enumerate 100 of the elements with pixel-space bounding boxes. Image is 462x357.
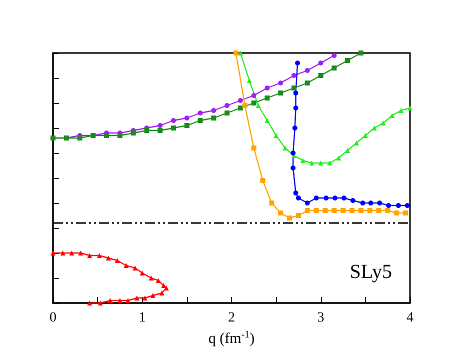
point bbox=[132, 266, 138, 270]
point bbox=[144, 128, 150, 133]
point bbox=[264, 118, 270, 123]
point bbox=[198, 118, 203, 123]
point bbox=[60, 250, 66, 256]
point bbox=[98, 300, 103, 306]
point bbox=[159, 290, 164, 296]
point bbox=[394, 210, 400, 216]
point bbox=[148, 276, 154, 280]
point bbox=[87, 253, 92, 258]
point bbox=[117, 133, 122, 138]
point bbox=[251, 146, 256, 150]
point bbox=[296, 213, 301, 218]
x-tick-label: 1 bbox=[138, 310, 146, 326]
point bbox=[290, 166, 296, 170]
point bbox=[108, 298, 113, 303]
point bbox=[403, 210, 408, 216]
point bbox=[134, 296, 140, 300]
point bbox=[224, 110, 230, 116]
point bbox=[278, 80, 284, 86]
point bbox=[341, 196, 346, 200]
point bbox=[336, 156, 342, 160]
point bbox=[106, 256, 111, 260]
point bbox=[117, 298, 122, 303]
point bbox=[291, 86, 296, 90]
point bbox=[318, 60, 324, 66]
point bbox=[238, 98, 243, 103]
point bbox=[78, 250, 84, 256]
point bbox=[184, 123, 190, 128]
point bbox=[304, 80, 310, 86]
point bbox=[293, 106, 298, 110]
point bbox=[87, 300, 92, 306]
point bbox=[386, 203, 392, 208]
point bbox=[238, 106, 243, 110]
point bbox=[360, 200, 366, 206]
point bbox=[96, 253, 102, 258]
x-tick-label: 3 bbox=[317, 310, 324, 326]
point bbox=[69, 250, 74, 256]
point bbox=[322, 208, 328, 213]
point bbox=[260, 178, 266, 183]
point bbox=[304, 208, 310, 213]
point bbox=[314, 196, 319, 200]
point bbox=[398, 108, 404, 113]
point bbox=[296, 196, 301, 200]
point bbox=[372, 126, 377, 130]
point bbox=[314, 208, 319, 213]
point bbox=[349, 208, 354, 213]
point bbox=[158, 123, 163, 128]
point bbox=[327, 160, 332, 166]
point bbox=[332, 66, 337, 70]
point bbox=[238, 50, 243, 56]
x-tick-label: 0 bbox=[50, 310, 56, 326]
point bbox=[251, 93, 256, 98]
point bbox=[184, 116, 190, 120]
point bbox=[304, 200, 310, 206]
point bbox=[293, 90, 298, 96]
point bbox=[124, 263, 129, 268]
point bbox=[385, 208, 390, 213]
point bbox=[345, 58, 350, 63]
point bbox=[211, 108, 216, 113]
point bbox=[211, 116, 216, 120]
point bbox=[332, 196, 338, 200]
point bbox=[104, 133, 110, 138]
point bbox=[290, 150, 296, 156]
point bbox=[332, 53, 337, 58]
point bbox=[158, 128, 163, 133]
point bbox=[376, 208, 382, 213]
point bbox=[233, 50, 238, 56]
point bbox=[264, 86, 270, 90]
point bbox=[150, 293, 156, 298]
point bbox=[278, 210, 284, 216]
point bbox=[358, 208, 364, 213]
point bbox=[224, 103, 230, 108]
point bbox=[50, 250, 56, 256]
point bbox=[140, 270, 145, 276]
point bbox=[246, 78, 252, 83]
point bbox=[300, 158, 306, 163]
point bbox=[318, 160, 324, 166]
point bbox=[114, 258, 120, 263]
point bbox=[404, 203, 410, 208]
point bbox=[368, 200, 374, 206]
point bbox=[350, 198, 356, 203]
point bbox=[77, 136, 82, 140]
point bbox=[380, 120, 386, 126]
point bbox=[256, 103, 261, 108]
annotation: SLy5 bbox=[350, 261, 392, 283]
point bbox=[269, 200, 274, 206]
point bbox=[251, 100, 256, 106]
point bbox=[340, 208, 346, 213]
point bbox=[125, 298, 130, 303]
point bbox=[292, 126, 298, 130]
point bbox=[278, 90, 284, 96]
x-tick-label: 4 bbox=[406, 310, 414, 326]
point bbox=[408, 106, 412, 110]
point bbox=[264, 96, 270, 100]
point bbox=[332, 208, 337, 213]
point bbox=[309, 160, 314, 166]
point bbox=[274, 133, 279, 138]
point bbox=[130, 130, 136, 136]
point bbox=[142, 296, 148, 300]
